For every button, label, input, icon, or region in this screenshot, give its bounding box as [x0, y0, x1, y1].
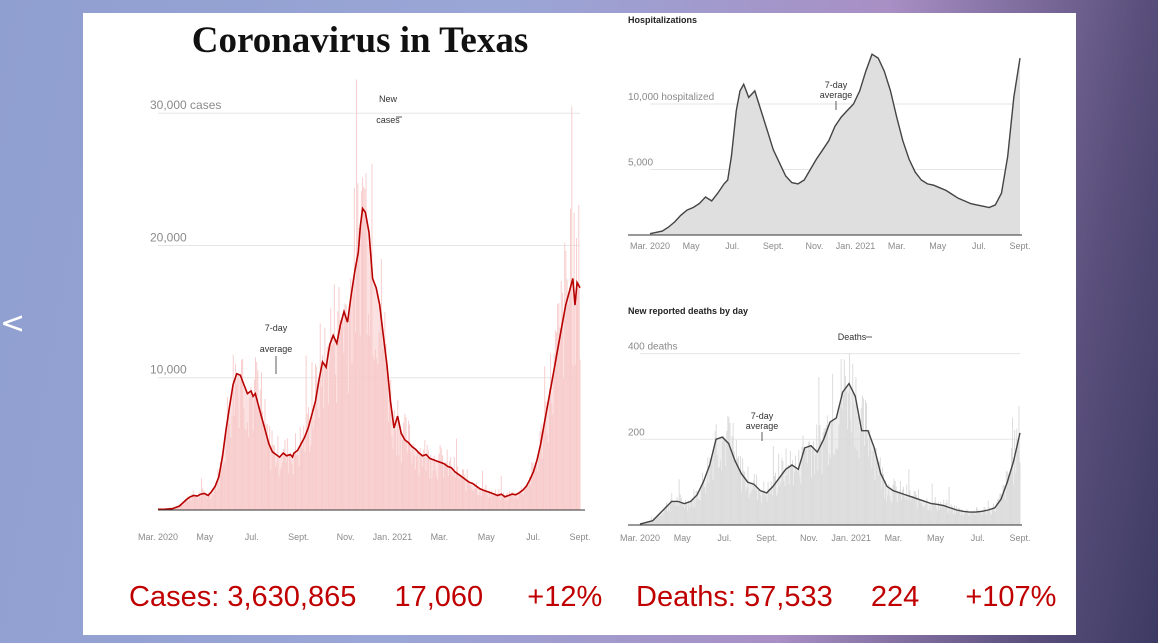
deaths-x-tick-label: May: [674, 533, 692, 543]
cases-x-tick-label: Sept.: [288, 532, 309, 542]
deaths-x-tick-label: Mar. 2020: [620, 533, 660, 543]
deaths-anno-avg-2: average: [746, 421, 779, 431]
deaths-label: Deaths:: [636, 581, 736, 613]
deaths-chart: New reported deaths by day Mar. 2020 May J…: [620, 306, 1031, 543]
hosp-y-tick-label: 5,000: [628, 157, 653, 168]
previous-slide-button[interactable]: <: [0, 306, 26, 341]
cases-x-tick-label: Mar.: [431, 532, 449, 542]
deaths-x-tick-label: Jul.: [971, 533, 985, 543]
deaths-line: [639, 382, 1021, 525]
hosp-x-tick-label: Jul.: [725, 241, 739, 251]
cases-x-tick-label: Mar. 2020: [138, 532, 178, 542]
cases-total: 3,630,865: [227, 581, 357, 613]
cases-label: Cases:: [129, 581, 220, 613]
hosp-x-tick-label: Sept.: [763, 241, 784, 251]
deaths-title: New reported deaths by day: [628, 306, 748, 316]
hospitalizations-title: Hospitalizations: [628, 15, 697, 25]
deaths-x-tick-label: Sept.: [756, 533, 777, 543]
page-title: Coronavirus in Texas: [192, 20, 529, 61]
cases-anno-new-2: cases: [376, 115, 400, 125]
cases-x-tick-label: Sept.: [569, 532, 590, 542]
deaths-change: +107%: [965, 581, 1057, 613]
cases-daily: 17,060: [394, 581, 484, 613]
deaths-fill: [640, 383, 1020, 525]
hosp-x-tick-label: May: [683, 241, 701, 251]
cases-y-tick-label: 10,000: [150, 363, 187, 377]
deaths-x-tick-label: Jan. 2021: [831, 533, 871, 543]
deaths-anno-deaths: Deaths: [838, 332, 867, 342]
cases-x-tick-label: Jan. 2021: [373, 532, 413, 542]
hospitalizations-chart: Hospitalizations Mar. 2020 May Jul. Sept. No…: [628, 15, 1031, 251]
cases-y-tick-label: 30,000 cases: [150, 98, 221, 112]
deaths-anno-avg-1: 7-day: [751, 411, 774, 421]
deaths-y-tick-label: 200: [628, 427, 645, 438]
cases-anno-new-1: New: [379, 94, 398, 104]
cases-chart: Mar. 2020 May Jul. Sept. Nov. Jan. 2021 Mar. Ma…: [138, 79, 591, 542]
cases-stats: Cases: 3,630,865 17,060 +12%: [129, 581, 602, 617]
hosp-x-tick-label: Mar.: [888, 241, 906, 251]
cases-x-tick-label: Jul.: [245, 532, 259, 542]
hosp-x-tick-label: Nov.: [806, 241, 824, 251]
hosp-anno-2: average: [820, 90, 853, 100]
cases-fill: [158, 208, 580, 510]
cases-anno-avg-2: average: [260, 344, 293, 354]
cases-line: [157, 206, 581, 511]
cases-x-tick-label: Nov.: [337, 532, 355, 542]
cases-x-tick-label: May: [196, 532, 214, 542]
hosp-x-tick-label: Mar. 2020: [630, 241, 670, 251]
deaths-x-tick-label: Mar.: [885, 533, 903, 543]
hosp-x-tick-label: Jul.: [972, 241, 986, 251]
cases-y-tick-label: 20,000: [150, 230, 187, 244]
hosp-anno-1: 7-day: [825, 80, 848, 90]
cases-x-tick-label: May: [478, 532, 496, 542]
hosp-x-tick-label: Jan. 2021: [836, 241, 876, 251]
cases-anno-avg-1: 7-day: [265, 323, 288, 333]
cases-x-tick-label: Jul.: [526, 532, 540, 542]
chevron-left-icon: <: [0, 306, 26, 341]
hospitalizations-fill: [650, 54, 1020, 236]
hospitalizations-line: [649, 53, 1021, 235]
hosp-y-tick-label: 10,000 hospitalized: [628, 92, 714, 103]
hosp-x-tick-label: Sept.: [1009, 241, 1030, 251]
deaths-daily: 224: [870, 581, 920, 613]
deaths-x-tick-label: Nov.: [800, 533, 818, 543]
deaths-x-tick-label: Sept.: [1009, 533, 1030, 543]
deaths-total: 57,533: [744, 581, 833, 613]
deaths-stats: Deaths: 57,533 224 +107%: [636, 581, 1056, 617]
hosp-x-tick-label: May: [929, 241, 947, 251]
deaths-x-tick-label: May: [927, 533, 945, 543]
deaths-x-tick-label: Jul.: [717, 533, 731, 543]
deaths-y-tick-label: 400 deaths: [628, 342, 678, 353]
cases-change: +12%: [527, 581, 603, 613]
